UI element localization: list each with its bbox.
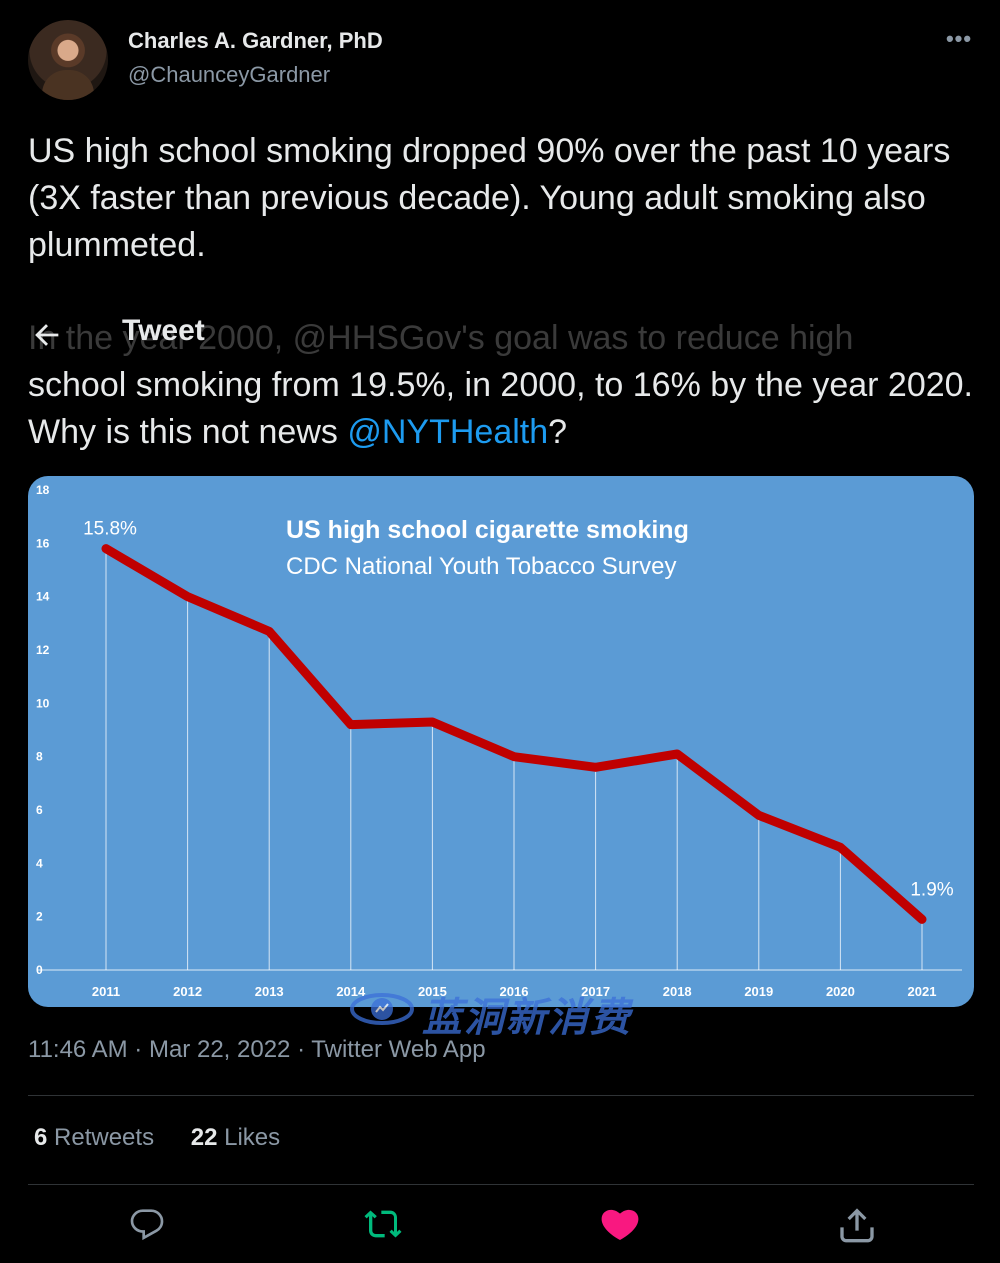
y-tick-label: 4 bbox=[36, 856, 43, 870]
share-icon[interactable] bbox=[837, 1204, 877, 1244]
quoted-text: school smoking from 19.5%, in 2000, to 1… bbox=[28, 362, 978, 456]
likes-stat[interactable]: 22 Likes bbox=[191, 1124, 280, 1152]
x-tick-label: 2011 bbox=[92, 984, 120, 999]
x-tick-label: 2015 bbox=[418, 984, 447, 999]
meta-separator: · bbox=[134, 1036, 143, 1063]
retweets-count: 6 bbox=[34, 1124, 48, 1151]
x-tick-label: 2016 bbox=[500, 984, 529, 999]
x-tick-label: 2019 bbox=[744, 984, 773, 999]
retweet-icon[interactable] bbox=[363, 1204, 403, 1244]
data-label: 15.8% bbox=[83, 519, 137, 540]
more-options-button[interactable]: ••• bbox=[945, 26, 973, 51]
x-tick-label: 2014 bbox=[336, 984, 366, 999]
reply-icon[interactable] bbox=[127, 1204, 167, 1244]
quoted-text-body: school smoking from 19.5%, in 2000, to 1… bbox=[28, 366, 973, 451]
data-point bbox=[675, 752, 680, 756]
meta-separator: · bbox=[297, 1036, 306, 1063]
data-point bbox=[512, 754, 516, 759]
x-tick-label: 2021 bbox=[908, 984, 937, 999]
data-point bbox=[348, 722, 353, 727]
data-point bbox=[593, 765, 598, 770]
data-point bbox=[430, 720, 435, 724]
x-tick-label: 2020 bbox=[826, 984, 855, 999]
y-tick-label: 2 bbox=[36, 910, 43, 924]
watermark-text: 蓝洞新消费 bbox=[422, 996, 632, 1040]
data-point bbox=[920, 917, 924, 922]
back-arrow-icon[interactable] bbox=[30, 318, 64, 352]
chart-image[interactable]: 0 2 4 6 8 10 12 14 16 18 2011 2012 2013 2014 2015 2016… bbox=[28, 476, 974, 1007]
x-tick-label: 2013 bbox=[255, 984, 284, 999]
quoted-text-end: ? bbox=[548, 413, 568, 451]
mention-link[interactable]: @NYTHealth bbox=[347, 413, 549, 451]
y-tick-label: 10 bbox=[36, 696, 50, 710]
data-label: 1.9% bbox=[910, 879, 953, 900]
divider bbox=[28, 1095, 974, 1096]
quoted-text-scrolled: In the year 2000, @HHSGov's goal was to … bbox=[28, 319, 854, 357]
x-tick-label: 2017 bbox=[581, 984, 610, 999]
likes-label: Likes bbox=[224, 1124, 281, 1151]
retweets-stat[interactable]: 6 Retweets bbox=[34, 1124, 154, 1152]
y-tick-label: 12 bbox=[36, 643, 50, 657]
data-point bbox=[838, 845, 843, 850]
tweet-date[interactable]: Mar 22, 2022 bbox=[148, 1036, 291, 1063]
divider bbox=[28, 1184, 974, 1185]
tweet-source: Twitter Web App bbox=[311, 1036, 486, 1063]
x-tick-label: 2012 bbox=[173, 984, 202, 999]
tweet-text: US high school smoking dropped 90% over … bbox=[28, 132, 951, 264]
likes-count: 22 bbox=[190, 1124, 218, 1151]
page-title: Tweet bbox=[122, 314, 205, 347]
y-tick-label: 16 bbox=[36, 536, 50, 550]
tweet-time[interactable]: 11:46 AM bbox=[28, 1036, 128, 1063]
author-handle[interactable]: @ChaunceyGardner bbox=[128, 62, 331, 87]
avatar[interactable] bbox=[28, 20, 108, 100]
heart-icon[interactable] bbox=[600, 1204, 640, 1244]
data-point bbox=[104, 546, 108, 551]
data-point bbox=[267, 629, 272, 634]
watermark: 蓝洞新消费 bbox=[350, 985, 650, 1040]
page-header: Tweet bbox=[0, 310, 1000, 360]
y-tick-label: 14 bbox=[36, 590, 50, 604]
data-point bbox=[756, 813, 761, 818]
watermark-logo-icon bbox=[350, 993, 414, 1025]
x-tick-label: 2018 bbox=[663, 984, 692, 999]
data-point bbox=[185, 594, 190, 599]
retweets-label: Retweets bbox=[54, 1124, 155, 1151]
y-tick-label: 8 bbox=[36, 750, 43, 764]
y-tick-label: 18 bbox=[36, 483, 50, 497]
author-display-name[interactable]: Charles A. Gardner, PhD bbox=[128, 28, 383, 53]
chart-title: US high school cigarette smoking bbox=[286, 516, 689, 544]
y-tick-label: 6 bbox=[36, 803, 43, 817]
tweet-meta: 11:46 AM · Mar 22, 2022 · Twitter Web Ap… bbox=[28, 1036, 486, 1064]
engagement-stats: 6 Retweets 22 Likes bbox=[34, 1124, 310, 1152]
chart-subtitle: CDC National Youth Tobacco Survey bbox=[286, 553, 676, 580]
